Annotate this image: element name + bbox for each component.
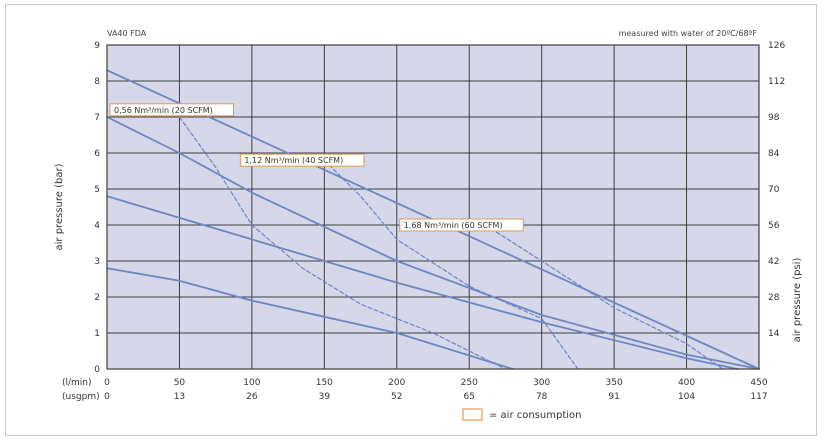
performance-line-3 xyxy=(106,267,514,370)
plot-area xyxy=(107,45,759,369)
y-tick-bar: 0 xyxy=(94,365,100,375)
x-tick-lmin: 250 xyxy=(461,378,478,388)
x-tick-lmin: 50 xyxy=(174,378,186,388)
x-tick-usgpm: 39 xyxy=(319,392,331,402)
y-tick-bar: 1 xyxy=(94,329,100,339)
x-tick-usgpm: 52 xyxy=(391,392,402,402)
callout-box-2 xyxy=(399,218,524,232)
chart-frame xyxy=(5,4,817,436)
y-axis-label-left: air pressure (bar) xyxy=(54,163,65,250)
x-tick-lmin: 450 xyxy=(750,378,767,388)
x-tick-usgpm: 78 xyxy=(536,392,548,402)
callout-box-1 xyxy=(239,153,365,167)
performance-line-1 xyxy=(106,116,760,370)
x-tick-lmin: 400 xyxy=(678,378,695,388)
callout-label-1: 1,12 Nm³/min (40 SCFM) xyxy=(244,156,343,165)
y-tick-psi: 84 xyxy=(768,149,780,159)
x-tick-lmin: 200 xyxy=(388,378,405,388)
y-tick-psi: 112 xyxy=(768,77,785,87)
y-right-tick-labels: 14 28 42 56 70 84 98 112 126 xyxy=(768,41,785,339)
x-tick-usgpm: 0 xyxy=(104,392,110,402)
callout-box-0 xyxy=(109,103,234,117)
y-tick-bar: 8 xyxy=(94,77,100,87)
x-tick-usgpm: 91 xyxy=(608,392,619,402)
x-tick-lmin: 300 xyxy=(533,378,550,388)
x-tick-usgpm: 65 xyxy=(463,392,474,402)
y-tick-psi: 28 xyxy=(768,293,780,303)
y-tick-bar: 4 xyxy=(94,221,100,231)
legend-text: = air consumption xyxy=(489,410,582,421)
y-tick-psi: 42 xyxy=(768,257,779,267)
callout-label-0: 0,56 Nm³/min (20 SCFM) xyxy=(114,106,213,115)
chart-subtitle: measured with water of 20ºC/68ºF xyxy=(619,29,758,38)
x-tick-usgpm: 117 xyxy=(750,392,767,402)
x-tick-lmin: 350 xyxy=(606,378,623,388)
x-tick-lmin: 100 xyxy=(243,378,260,388)
callout-label-2: 1,68 Nm³/min (60 SCFM) xyxy=(404,221,503,230)
y-tick-psi: 56 xyxy=(768,221,780,231)
y-tick-psi: 14 xyxy=(768,329,780,339)
y-tick-bar: 2 xyxy=(94,293,100,303)
x-tick-usgpm: 26 xyxy=(246,392,258,402)
y-tick-bar: 7 xyxy=(94,113,100,123)
y-tick-psi: 126 xyxy=(768,41,785,51)
air-consumption-line-6 xyxy=(490,228,724,370)
chart-title: VA40 FDA xyxy=(107,29,147,38)
air-consumption-callouts: 0,56 Nm³/min (20 SCFM) 1,12 Nm³/min (40 S… xyxy=(109,103,524,232)
y-tick-psi: 98 xyxy=(768,113,780,123)
y-tick-bar: 6 xyxy=(94,149,100,159)
y-tick-bar: 9 xyxy=(94,41,100,51)
y-tick-bar: 3 xyxy=(94,257,100,267)
x-tick-usgpm: 13 xyxy=(174,392,185,402)
plot-border xyxy=(106,44,760,370)
air-consumption-line-5 xyxy=(323,159,579,370)
x-tick-labels: 0 0 50 13 100 26 150 39 200 52 250 65 300 78 350 91 400 1… xyxy=(104,378,768,402)
y-tick-psi: 70 xyxy=(768,185,780,195)
x-tick-lmin: 150 xyxy=(316,378,333,388)
y-left-tick-labels: 0 1 2 3 4 5 6 7 8 9 xyxy=(94,41,100,375)
legend-swatch xyxy=(462,408,483,421)
x-tick-usgpm: 104 xyxy=(678,392,695,402)
air-consumption-line-4 xyxy=(178,116,506,370)
y-tick-bar: 5 xyxy=(94,185,100,195)
y-axis-label-right: air pressure (psi) xyxy=(792,258,803,343)
performance-line-2 xyxy=(106,195,739,370)
x-tick-lmin: 0 xyxy=(104,378,110,388)
x-unit-lmin: (l/min) xyxy=(62,378,92,388)
x-unit-usgpm: (usgpm) xyxy=(62,392,100,402)
